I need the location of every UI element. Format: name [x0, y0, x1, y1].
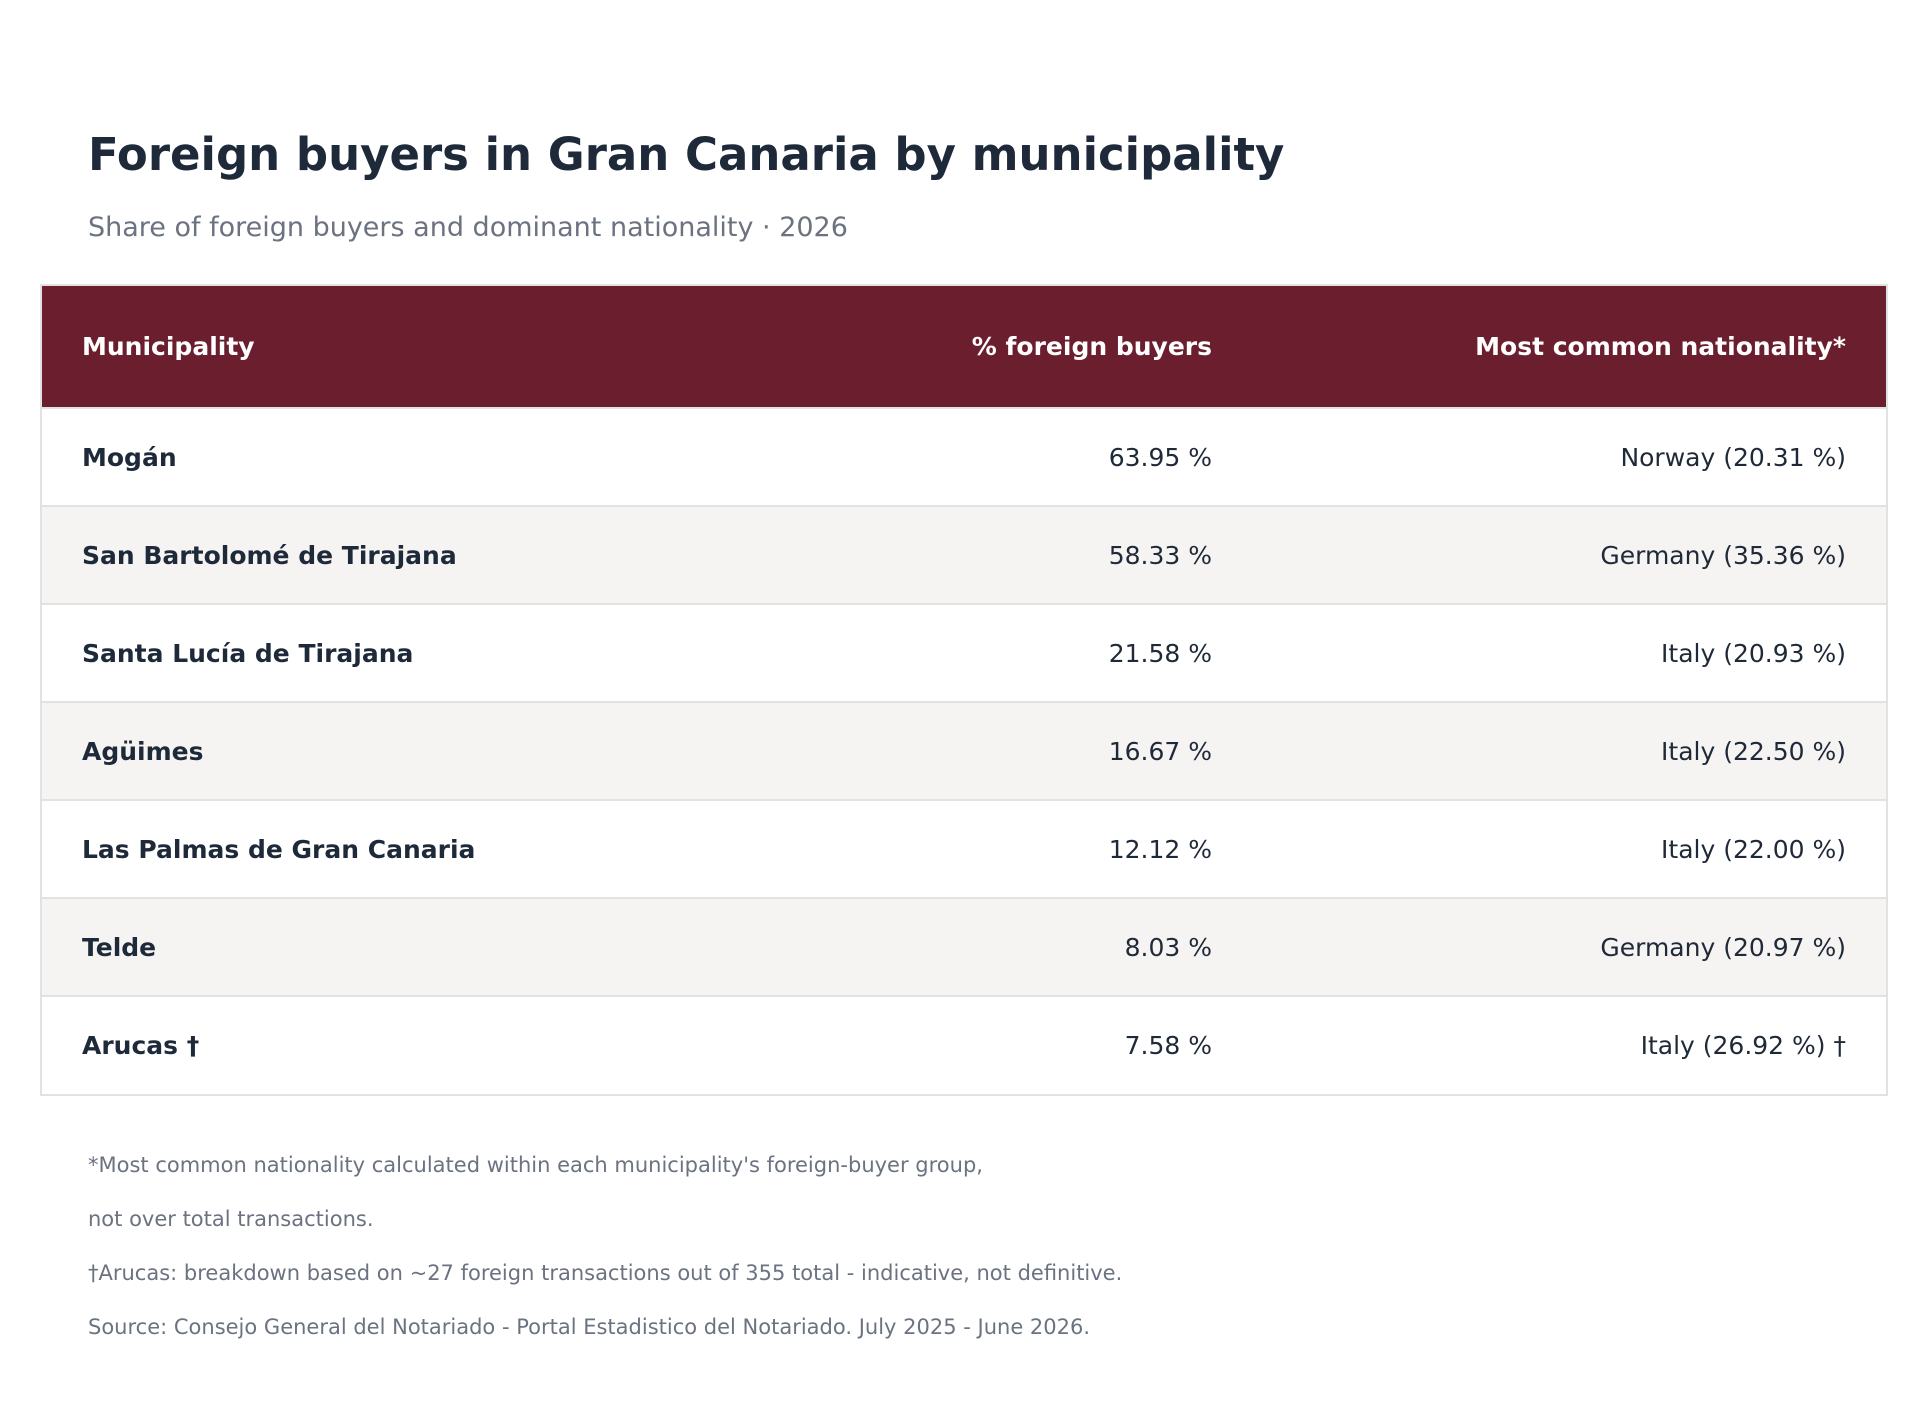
- cell-municipality: Santa Lucía de Tirajana: [82, 638, 414, 668]
- cell-nationality: Germany (20.97 %): [1600, 932, 1846, 962]
- footnotes: *Most common nationality calculated with…: [88, 1138, 1122, 1354]
- column-header-municipality: Municipality: [82, 332, 255, 361]
- column-header-nationality: Most common nationality*: [1475, 332, 1846, 361]
- cell-municipality: Agüimes: [82, 736, 204, 766]
- cell-foreign-buyers: 7.58 %: [1124, 1031, 1212, 1060]
- footnote-source: Source: Consejo General del Notariado - …: [88, 1315, 1091, 1339]
- footnote-arucas: †Arucas: breakdown based on ~27 foreign …: [88, 1261, 1123, 1285]
- footnote-nationality: *Most common nationality calculated with…: [88, 1153, 983, 1177]
- cell-nationality: Germany (35.36 %): [1600, 540, 1846, 570]
- cell-municipality: Mogán: [82, 442, 177, 472]
- table-row: San Bartolomé de Tirajana 58.33 % German…: [42, 506, 1886, 604]
- table-row: Las Palmas de Gran Canaria 12.12 % Italy…: [42, 800, 1886, 898]
- data-table-container: Municipality % foreign buyers Most commo…: [40, 284, 1888, 1096]
- cell-municipality: Telde: [82, 932, 157, 962]
- cell-foreign-buyers: 63.95 %: [1108, 442, 1212, 472]
- table-row: Arucas † 7.58 % Italy (26.92 %) †: [42, 996, 1886, 1094]
- cell-nationality: Italy (22.00 %): [1661, 834, 1846, 864]
- table-header-row: Municipality % foreign buyers Most commo…: [42, 286, 1886, 408]
- table-row: Mogán 63.95 % Norway (20.31 %): [42, 408, 1886, 506]
- cell-nationality: Italy (22.50 %): [1661, 736, 1846, 766]
- cell-foreign-buyers: 58.33 %: [1108, 540, 1212, 570]
- table-row: Santa Lucía de Tirajana 21.58 % Italy (2…: [42, 604, 1886, 702]
- cell-nationality: Italy (26.92 %) †: [1640, 1031, 1846, 1060]
- cell-foreign-buyers: 12.12 %: [1108, 834, 1212, 864]
- cell-foreign-buyers: 16.67 %: [1108, 736, 1212, 766]
- table-header: Municipality % foreign buyers Most commo…: [42, 286, 1886, 408]
- cell-nationality: Norway (20.31 %): [1620, 442, 1846, 472]
- table-row: Agüimes 16.67 % Italy (22.50 %): [42, 702, 1886, 800]
- column-header-foreign-buyers: % foreign buyers: [971, 332, 1212, 361]
- data-table: Municipality % foreign buyers Most commo…: [42, 286, 1886, 1094]
- table-row: Telde 8.03 % Germany (20.97 %): [42, 898, 1886, 996]
- cell-municipality: Las Palmas de Gran Canaria: [82, 834, 476, 864]
- cell-foreign-buyers: 8.03 %: [1124, 932, 1212, 962]
- cell-foreign-buyers: 21.58 %: [1108, 638, 1212, 668]
- table-body: Mogán 63.95 % Norway (20.31 %) San Barto…: [42, 408, 1886, 1094]
- cell-nationality: Italy (20.93 %): [1661, 638, 1846, 668]
- page-subtitle: Share of foreign buyers and dominant nat…: [88, 212, 848, 243]
- cell-municipality: San Bartolomé de Tirajana: [82, 540, 457, 570]
- cell-municipality: Arucas †: [82, 1031, 200, 1060]
- footnote-nationality-cont: not over total transactions.: [88, 1207, 374, 1231]
- page-title: Foreign buyers in Gran Canaria by munici…: [88, 128, 1285, 181]
